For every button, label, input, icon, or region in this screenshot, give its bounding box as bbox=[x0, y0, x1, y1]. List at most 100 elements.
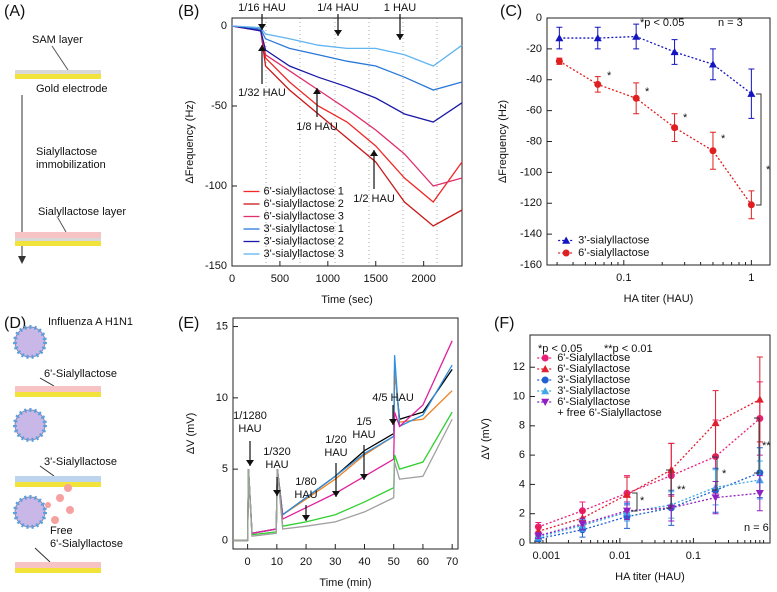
sam-layer bbox=[15, 238, 101, 241]
gold-layer bbox=[15, 482, 101, 487]
series bbox=[534, 447, 764, 543]
legend-label: 3'-sialyllactose 1 bbox=[264, 223, 344, 235]
annotation: 1/320 HAU bbox=[263, 446, 291, 471]
x-tick-label: 70 bbox=[446, 556, 458, 568]
annotation: * bbox=[607, 70, 612, 82]
y-tick-label: 4 bbox=[519, 478, 525, 490]
annotation: 1/80 HAU bbox=[294, 476, 317, 501]
pointer bbox=[57, 217, 67, 233]
series bbox=[534, 475, 764, 540]
y-tick-label: 0 bbox=[519, 537, 525, 549]
annotation-arrow-head bbox=[313, 88, 321, 94]
sam-layer bbox=[15, 70, 101, 74]
series bbox=[555, 57, 755, 220]
plot-frame bbox=[232, 317, 459, 550]
annotation-arrow-head bbox=[258, 24, 266, 30]
y-axis-label: ΔV (mV) bbox=[480, 418, 492, 460]
y-axis-label: ΔFrequency (Hz) bbox=[497, 100, 509, 183]
data-point bbox=[562, 236, 571, 244]
annotation-arrow-head bbox=[396, 34, 404, 40]
legend-label: 6'-sialyllactose bbox=[578, 247, 649, 259]
annotation: * bbox=[640, 495, 645, 507]
legend-label: 6'-Sialyllactose + free 6'-Sialyllactose bbox=[557, 396, 662, 419]
significance-bracket bbox=[756, 93, 762, 206]
data-point bbox=[534, 532, 543, 540]
series-line bbox=[538, 472, 761, 540]
annotation: 1/20 HAU bbox=[324, 434, 347, 459]
x-axis-label: Time (sec) bbox=[321, 294, 373, 306]
annotation: n = 6 bbox=[744, 522, 769, 534]
series bbox=[555, 23, 756, 119]
layer bbox=[15, 386, 101, 392]
y-tick-label: 0 bbox=[222, 534, 228, 546]
series-line bbox=[538, 398, 761, 532]
series bbox=[231, 25, 463, 67]
data-point bbox=[541, 398, 550, 406]
arrow bbox=[34, 547, 51, 563]
y-tick-label: 8 bbox=[519, 420, 525, 432]
y-tick-label: 12 bbox=[513, 361, 525, 373]
annotation-arrow-head bbox=[273, 490, 281, 496]
diagram-label: Free 6'-Sialyllactose bbox=[50, 525, 123, 550]
series-line bbox=[559, 35, 752, 95]
series-line bbox=[231, 25, 463, 123]
series-line bbox=[538, 492, 760, 537]
legend-label: 6'-Sialyllactose bbox=[557, 363, 630, 375]
annotation: 4/5 HAU bbox=[372, 392, 414, 404]
diagram-label: 6'-Sialyllactose bbox=[44, 368, 117, 380]
y-tick-label: -40 bbox=[526, 74, 542, 86]
diagram-label: Sialyllactose layer bbox=[38, 206, 126, 218]
diagram-label: Influenza A H1N1 bbox=[48, 316, 133, 328]
significance-bracket bbox=[632, 492, 638, 512]
y-tick-label: 10 bbox=[216, 392, 228, 404]
legend-label: 6'-sialyllactose 2 bbox=[264, 198, 344, 210]
annotation-arrow-head bbox=[360, 474, 368, 480]
y-tick-label: -20 bbox=[526, 43, 542, 55]
annotation: *p < 0.05 bbox=[640, 17, 684, 29]
legend-label: 6'-Sialyllactose bbox=[557, 352, 630, 364]
annotation-arrow-head bbox=[246, 460, 254, 466]
annotation-arrow-head bbox=[334, 30, 342, 36]
annotation: * bbox=[722, 468, 727, 480]
annotation: ** bbox=[762, 440, 771, 452]
x-tick-label: 10 bbox=[271, 556, 283, 568]
data-point bbox=[755, 489, 764, 498]
panel-label: (A) bbox=[4, 3, 25, 20]
legend-label: 3'-sialyllactose bbox=[578, 234, 649, 246]
plot-frame bbox=[529, 334, 771, 544]
data-point bbox=[562, 249, 570, 257]
data-point bbox=[632, 94, 640, 102]
panel-d: (D) Influenza A H1N1 6'-Sialyllactose 3'… bbox=[4, 315, 133, 573]
x-axis-label: Time (min) bbox=[319, 577, 371, 589]
sialyllactose-layer bbox=[15, 232, 101, 238]
x-tick-label: 1 bbox=[748, 272, 754, 284]
x-axis-label: HA titer (HAU) bbox=[624, 293, 694, 305]
data-point bbox=[747, 201, 755, 209]
legend-label: 3'-sialyllactose 2 bbox=[264, 235, 344, 247]
data-point bbox=[594, 80, 602, 88]
x-tick-label: 0 bbox=[229, 273, 235, 285]
annotation: * bbox=[683, 112, 688, 124]
x-tick-label: 1000 bbox=[316, 273, 340, 285]
data-point bbox=[670, 47, 679, 56]
panel-label: (E) bbox=[178, 315, 199, 332]
annotation-arrow-head bbox=[370, 150, 378, 156]
diagram-label: Sialyllactose immobilization bbox=[36, 146, 106, 171]
data-point bbox=[622, 490, 631, 498]
chart-1: (C) 0.1 1 0 -20 -40 -60 -80 -100 -120 -140 -160 HA t… bbox=[497, 3, 771, 305]
significance-bracket bbox=[712, 456, 718, 491]
data-point bbox=[541, 365, 550, 373]
data-point bbox=[632, 32, 641, 40]
diagram-label: Gold electrode bbox=[36, 83, 108, 95]
data-point bbox=[622, 507, 631, 515]
x-tick-label: 30 bbox=[329, 556, 341, 568]
data-point bbox=[711, 418, 720, 427]
legend-label: 3'-Sialyllactose bbox=[557, 385, 630, 397]
y-tick-label: 2 bbox=[519, 508, 525, 520]
data-point bbox=[667, 465, 676, 473]
annotation-arrow-head bbox=[258, 45, 266, 51]
chart-0: (B) 0 500 1000 1500 2000 0 -50 -100 -150 Time (sec… bbox=[178, 2, 463, 306]
x-tick-label: 0 bbox=[245, 556, 251, 568]
x-tick-label: 20 bbox=[300, 556, 312, 568]
annotation: * bbox=[721, 133, 726, 145]
